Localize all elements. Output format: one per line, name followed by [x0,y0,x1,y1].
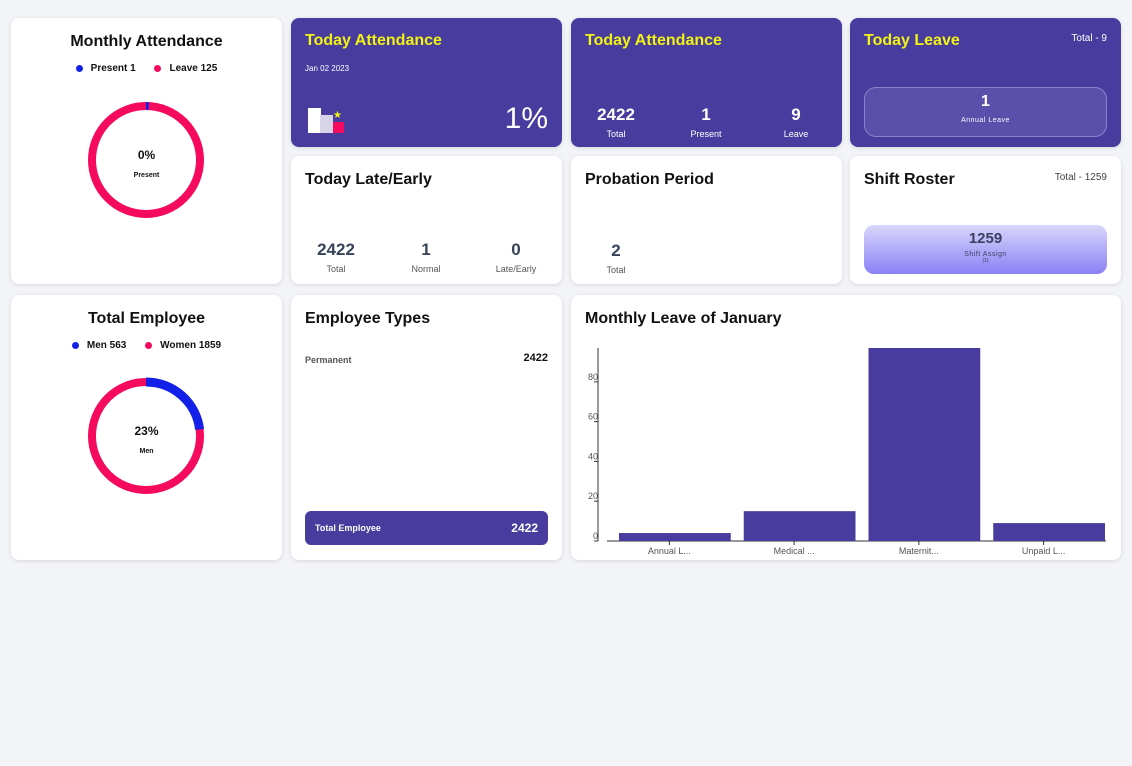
monthly-leave-card: Monthly Leave of January 0 20 40 60 80 Annual… [571,295,1121,560]
shift-roster-total: Total - 1259 [1054,172,1107,183]
annual-leave-box[interactable]: 1 Annual Leave [864,87,1107,137]
stat-late-early: 0 Late/Early [495,240,537,274]
today-attendance-stats-card: Today Attendance 2422 Total 1 Present 9 … [571,18,842,147]
stat-present: 1 Present [690,105,722,139]
donut-present-arc [88,102,204,218]
today-attendance-title: Today Attendance [585,32,722,49]
y-tick-label: 80 [588,372,598,382]
today-leave-card: Today Leave Total - 9 1 Annual Leave [850,18,1121,147]
attendance-date: Jan 02 2023 [305,64,350,73]
probation-title: Probation Period [585,171,714,188]
employee-types-card: Employee Types Permanent 2422 Total Empl… [291,295,562,560]
legend-dot [145,341,153,349]
monthly-leave-title: Monthly Leave of January [585,310,782,327]
x-tick-label: Annual L... [648,546,691,556]
shift-roster-card: Shift Roster Total - 1259 1259 Shift Ass… [850,156,1121,284]
stat-normal: 1 Normal [411,240,441,274]
donut-percent: 0% [137,148,156,162]
attendance-percent: 1% [504,102,548,135]
donut-men-arc [87,377,205,495]
monthly-attendance-legend: Present 1 Leave 125 [11,63,282,74]
bar [743,511,856,541]
total-employee-title: Total Employee [87,310,206,327]
legend-dot [154,64,162,72]
legend-item-men[interactable]: Men 563 [71,340,126,351]
stat-total: 2422 Total [597,105,635,139]
today-attendance-title: Today Attendance [305,32,442,49]
stat-leave: 9 Leave [783,105,809,139]
x-tick-label: Unpaid L... [1022,546,1066,556]
donut-percent: 23% [134,424,159,438]
monthly-attendance-card: Monthly Attendance Present 1 Leave 125 0… [11,18,282,284]
employee-donut-chart [87,377,205,495]
total-employee-footer: Total Employee 2422 [305,511,548,545]
legend-dot [71,341,79,349]
bar [619,533,731,541]
today-leave-title: Today Leave [864,32,960,49]
employee-types-title: Employee Types [305,310,431,327]
donut-label: Present [133,172,160,179]
today-leave-total: Total - 9 [1071,33,1107,44]
monthly-leave-bar-chart: 0 20 40 60 80 Annual L... Medical ... Maternit.… [588,348,1106,556]
bar [993,523,1105,541]
shift-roster-title: Shift Roster [864,171,955,188]
employee-type-row: Permanent 2422 [305,350,548,368]
x-tick-label: Medical ... [774,546,815,556]
stat-probation-total: 2 Total [606,241,626,275]
total-employee-card: Total Employee Men 563 Women 1859 23% Me… [11,295,282,560]
legend-dot [75,64,83,72]
x-tick-label: Maternit... [899,546,939,556]
attendance-bar-icon: ★ [308,108,344,133]
employee-type-value: 2422 [523,352,548,364]
late-early-title: Today Late/Early [305,171,432,188]
late-early-card: Today Late/Early 2422 Total 1 Normal 0 L… [291,156,562,284]
svg-text:★: ★ [333,110,342,121]
legend-item-women[interactable]: Women 1859 [145,340,221,351]
y-tick-label: 60 [588,412,598,422]
probation-card: Probation Period 2 Total [571,156,842,284]
today-attendance-percent-card: Today Attendance Jan 02 2023 ★ 1% [291,18,562,147]
attendance-donut-chart [88,102,204,218]
y-tick-label: 0 [593,531,598,541]
stat-total: 2422 Total [317,240,355,274]
legend-item-leave[interactable]: Leave 125 [154,63,217,74]
y-tick-label: 40 [588,451,598,461]
legend-item-present[interactable]: Present 1 [75,63,136,74]
employee-type-label: Permanent [305,355,352,365]
donut-label: Men [139,448,154,455]
y-tick-label: 20 [588,491,598,501]
bar [868,348,981,541]
monthly-attendance-title: Monthly Attendance [70,33,223,50]
total-employee-legend: Men 563 Women 1859 [11,340,282,351]
shift-assign-box[interactable]: 1259 Shift Assign (1) [864,225,1107,274]
